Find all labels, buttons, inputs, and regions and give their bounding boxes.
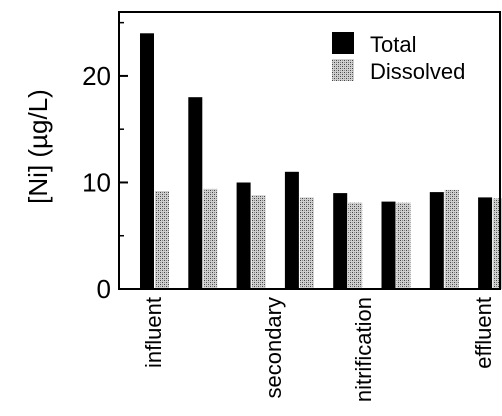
x-tick-label-secondary: secondary bbox=[261, 297, 286, 399]
bar-dissolved-3 bbox=[251, 195, 266, 289]
bar-dissolved-5 bbox=[348, 202, 363, 289]
legend-label-total: Total bbox=[370, 32, 416, 57]
bars-layer bbox=[140, 33, 502, 289]
bar-total-7 bbox=[429, 192, 444, 289]
bar-dissolved-7 bbox=[444, 189, 459, 289]
plot-frame bbox=[118, 11, 501, 290]
y-axis: 0 10 20 bbox=[82, 21, 128, 304]
y-axis-label: [Ni] (µg/L) bbox=[23, 89, 53, 204]
y-tick-label: 20 bbox=[82, 61, 111, 91]
bar-total-8 bbox=[478, 197, 493, 289]
x-axis: influent secondary nitrification effluent bbox=[141, 297, 496, 402]
bar-dissolved-8 bbox=[493, 198, 502, 289]
y-tick-label: 0 bbox=[97, 274, 111, 304]
x-tick-label-influent: influent bbox=[141, 297, 166, 368]
x-tick-label-effluent: effluent bbox=[471, 297, 496, 369]
y-tick-label: 10 bbox=[82, 167, 111, 197]
bar-dissolved-6 bbox=[396, 202, 411, 289]
bar-total-3 bbox=[236, 182, 251, 289]
legend-label-dissolved: Dissolved bbox=[370, 59, 465, 84]
bar-total-5 bbox=[333, 193, 348, 289]
bar-total-1 bbox=[140, 33, 154, 289]
bar-total-6 bbox=[381, 201, 396, 289]
legend-swatch-total bbox=[332, 32, 354, 54]
x-tick-label-nitrification: nitrification bbox=[351, 297, 376, 402]
bar-total-4 bbox=[284, 171, 299, 289]
legend-swatch-dissolved bbox=[332, 59, 354, 81]
bar-dissolved-1 bbox=[155, 191, 169, 289]
bar-dissolved-2 bbox=[203, 188, 218, 289]
bar-dissolved-4 bbox=[299, 197, 314, 289]
legend: Total Dissolved bbox=[332, 32, 465, 84]
bar-total-2 bbox=[188, 97, 203, 289]
